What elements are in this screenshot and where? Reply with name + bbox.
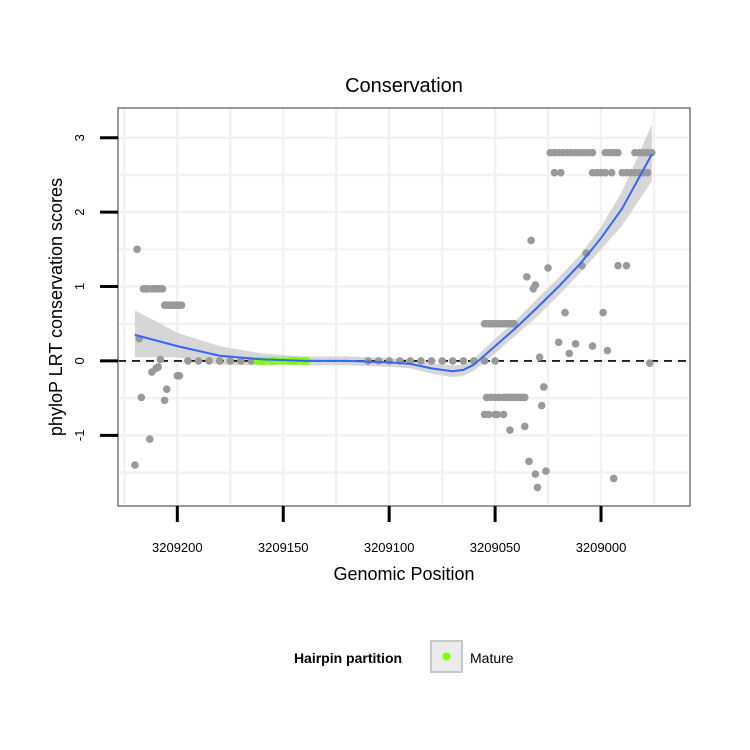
data-point xyxy=(417,357,425,365)
data-point xyxy=(525,457,533,466)
data-point xyxy=(520,422,529,431)
data-point xyxy=(648,148,656,157)
y-tick-label: 0 xyxy=(72,357,87,364)
y-tick-label: 3 xyxy=(72,134,87,141)
data-point xyxy=(523,273,531,281)
data-point xyxy=(645,359,654,367)
data-point xyxy=(540,383,548,391)
data-point xyxy=(544,264,552,272)
x-axis-label: Genomic Position xyxy=(333,564,474,584)
data-point xyxy=(158,284,167,293)
points-layer xyxy=(131,148,656,492)
x-tick-label: 3209050 xyxy=(470,540,521,555)
smooth-trend-line xyxy=(134,153,653,373)
axes: 3209200 3209150 3209100 3209050 3209000 -1 0 1 2… xyxy=(72,134,626,555)
data-point xyxy=(175,372,184,380)
data-point xyxy=(571,340,580,348)
legend-mature-marker xyxy=(442,652,451,661)
plot-border xyxy=(117,107,691,507)
data-point xyxy=(614,261,622,270)
data-point xyxy=(499,410,508,419)
data-point xyxy=(480,357,489,365)
data-point xyxy=(145,435,154,443)
data-point xyxy=(133,245,141,254)
data-point xyxy=(554,338,563,347)
data-point xyxy=(556,168,565,177)
x-tick-label: 3209000 xyxy=(576,540,627,555)
data-point xyxy=(205,357,213,365)
data-point xyxy=(137,393,146,402)
grid-lines xyxy=(118,108,690,506)
y-tick-label: 2 xyxy=(72,209,87,216)
data-point xyxy=(160,396,169,405)
data-point xyxy=(520,393,529,402)
data-point xyxy=(588,148,597,157)
data-point xyxy=(527,236,535,245)
data-point xyxy=(561,308,569,317)
x-tick-label: 3209100 xyxy=(364,540,415,555)
data-point xyxy=(427,357,436,365)
data-point xyxy=(599,308,607,317)
smooth-line-layer xyxy=(134,153,653,373)
data-point xyxy=(156,355,165,364)
data-point xyxy=(385,357,393,365)
confidence-band xyxy=(134,124,652,378)
data-point xyxy=(537,401,546,410)
x-tick-label: 3209200 xyxy=(152,540,203,555)
legend: Hairpin partition Mature xyxy=(294,640,514,673)
data-point xyxy=(535,353,544,362)
chart-title: Conservation xyxy=(345,75,463,97)
data-point xyxy=(622,261,631,270)
data-point xyxy=(533,483,542,492)
data-point xyxy=(484,410,493,419)
data-point xyxy=(603,346,612,355)
data-point xyxy=(531,470,540,478)
data-point xyxy=(448,357,457,365)
legend-mature-label: Mature xyxy=(470,650,514,666)
y-axis-label: phyloP LRT conservation scores xyxy=(46,178,66,436)
y-tick-label: -1 xyxy=(72,430,87,442)
data-point xyxy=(237,357,245,365)
data-point xyxy=(506,426,514,434)
data-point xyxy=(550,168,559,177)
data-point xyxy=(215,357,224,365)
data-point xyxy=(643,168,652,177)
data-point xyxy=(162,385,171,394)
data-point xyxy=(459,357,468,365)
data-point xyxy=(588,342,597,350)
data-point xyxy=(614,148,622,157)
x-tick-label: 3209150 xyxy=(258,540,309,555)
legend-title: Hairpin partition xyxy=(294,650,402,666)
data-point xyxy=(607,168,616,177)
data-point xyxy=(609,474,618,483)
data-point xyxy=(184,357,192,365)
data-point xyxy=(177,301,186,309)
data-point xyxy=(493,410,502,419)
data-point xyxy=(601,168,610,177)
data-point xyxy=(531,281,540,289)
data-point xyxy=(565,349,574,358)
data-point xyxy=(194,357,203,365)
data-point xyxy=(226,357,235,365)
data-point xyxy=(131,461,139,469)
data-point xyxy=(438,357,446,365)
data-point xyxy=(154,363,163,371)
data-point xyxy=(491,357,499,365)
data-point xyxy=(510,319,518,328)
confidence-band-layer xyxy=(134,124,652,378)
y-tick-label: 1 xyxy=(72,283,87,290)
data-point xyxy=(542,467,550,475)
